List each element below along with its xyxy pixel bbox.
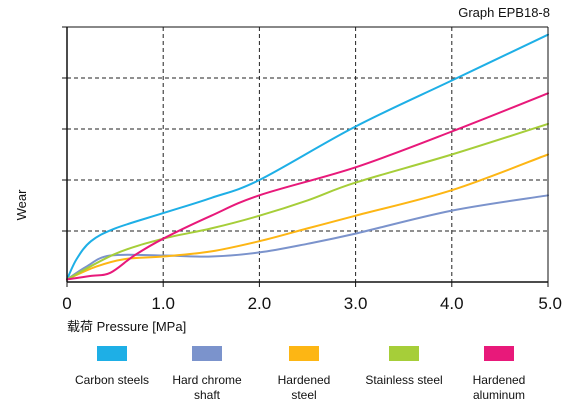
series-line-hardened-steel bbox=[66, 153, 549, 281]
chart-title: Graph EPB18-8 bbox=[458, 5, 550, 20]
legend-label: Hardened bbox=[473, 373, 526, 387]
series-line-stainless-steel bbox=[66, 122, 549, 281]
tick-labels: 0 1.0 2.0 3.0 4.0 5.0 bbox=[62, 294, 562, 313]
legend-swatch-hard-chrome-shaft bbox=[192, 346, 222, 361]
legend: Carbon steels Hard chromeshaftHardenedste… bbox=[75, 346, 525, 402]
series-layer bbox=[66, 33, 549, 281]
legend-label: Hardened bbox=[278, 373, 331, 387]
x-tick-label: 5.0 bbox=[538, 294, 562, 313]
legend-label: Stainless steel bbox=[365, 373, 442, 387]
legend-label: Hard chrome bbox=[172, 373, 242, 387]
legend-swatch-carbon-steels bbox=[97, 346, 127, 361]
legend-label: Carbon steels bbox=[75, 373, 149, 387]
legend-swatch-hardened-steel bbox=[289, 346, 319, 361]
x-tick-label: 1.0 bbox=[151, 294, 175, 313]
legend-label-line2: shaft bbox=[194, 388, 221, 402]
legend-label-line2: aluminum bbox=[473, 388, 525, 402]
x-tick-label: 0 bbox=[62, 294, 71, 313]
y-axis-label: Wear bbox=[14, 189, 29, 220]
series-line-hardened-aluminum bbox=[66, 92, 549, 281]
legend-swatch-hardened-aluminum bbox=[484, 346, 514, 361]
axes bbox=[62, 26, 549, 287]
x-axis-label: 载荷 Pressure [MPa] bbox=[67, 319, 186, 334]
x-tick-label: 2.0 bbox=[248, 294, 272, 313]
legend-swatch-stainless-steel bbox=[389, 346, 419, 361]
x-tick-label: 3.0 bbox=[344, 294, 368, 313]
legend-label-line2: steel bbox=[291, 388, 316, 402]
series-line-carbon-steels bbox=[66, 33, 549, 281]
series-line-hard-chrome-shaft bbox=[66, 194, 549, 281]
x-tick-label: 4.0 bbox=[440, 294, 464, 313]
